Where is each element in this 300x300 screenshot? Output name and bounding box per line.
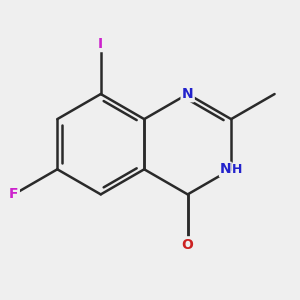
Text: N: N [220, 162, 231, 176]
Text: F: F [9, 188, 19, 201]
Text: I: I [98, 37, 103, 51]
Text: O: O [182, 238, 194, 252]
Text: H: H [232, 163, 243, 176]
Text: N: N [182, 87, 194, 101]
